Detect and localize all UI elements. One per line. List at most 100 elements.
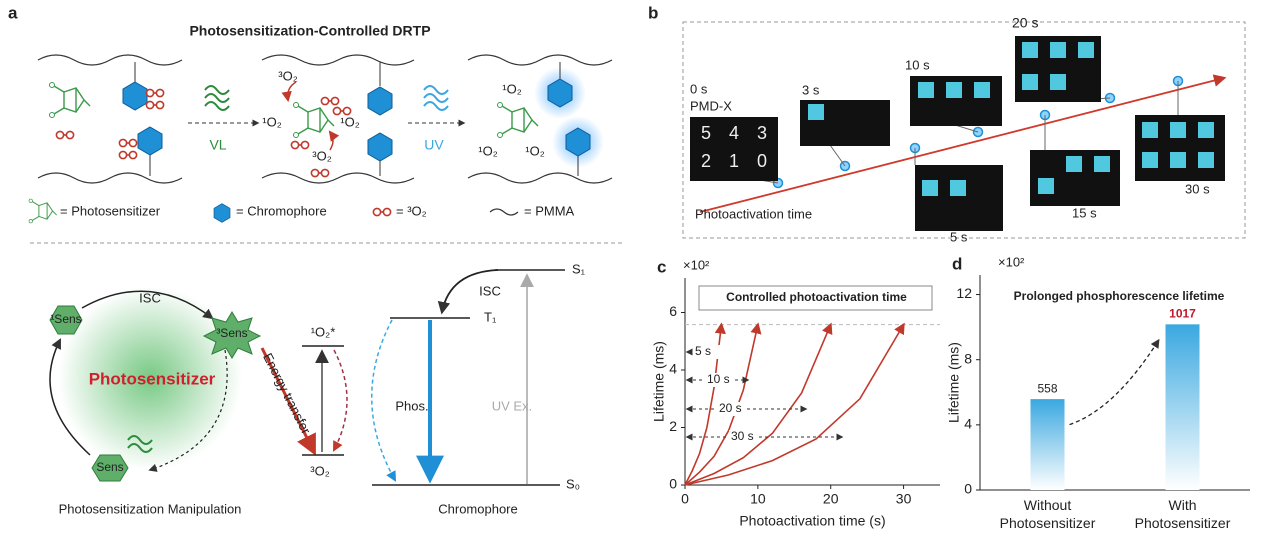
sens-ground: [91, 454, 129, 482]
caption: Chromophore: [438, 501, 518, 516]
panel-label: a: [8, 3, 18, 22]
oxygen: [291, 141, 308, 148]
sample-label: PMD-X: [690, 98, 732, 113]
process-label: Phos.: [395, 398, 428, 413]
y-axis-label: Lifetime (ms): [946, 342, 962, 423]
center-label: Photosensitizer: [89, 369, 216, 388]
emission-icon: [127, 435, 153, 453]
series-line: [684, 322, 905, 486]
arrow: [371, 319, 397, 482]
legend-label: = Photosensitizer: [60, 203, 161, 218]
arrow: [437, 269, 499, 315]
process-label: Energy transfer: [260, 351, 314, 438]
axis-multiplier: ×10²: [683, 257, 710, 272]
lit-pixel: [808, 104, 824, 120]
oxygen: [119, 151, 136, 158]
light-icon: [204, 85, 230, 111]
legend-icon: [489, 208, 519, 216]
legend: = Photosensitizer = Chromophore = ³O₂ = …: [28, 198, 575, 224]
series-label: 10 s: [707, 372, 730, 386]
panel-label: d: [952, 254, 962, 273]
oxygen: [311, 169, 328, 176]
oxygen-label: ¹O₂: [525, 143, 545, 158]
y-tick-label: 12: [956, 285, 972, 301]
legend-label: = PMMA: [524, 203, 575, 218]
sens-singlet: [49, 305, 83, 335]
panel-label: c: [657, 257, 666, 276]
legend-icon: [213, 203, 231, 223]
time-label: 5 s: [950, 229, 968, 244]
digit: 4: [729, 123, 739, 143]
series-label: 20 s: [719, 401, 742, 415]
polymer-chain: [467, 172, 613, 184]
axis-label: Photoactivation time: [695, 206, 812, 221]
y-tick-label: 4: [669, 361, 677, 377]
state-label: Sens: [96, 460, 123, 474]
time-axis: [699, 74, 1227, 213]
scene-3: ¹O₂ ¹O₂ ¹O₂: [467, 54, 613, 184]
value-label: 558: [1037, 381, 1057, 395]
chromophore: [368, 133, 392, 161]
transfer-arrow: [260, 347, 316, 456]
label-bg: [693, 345, 721, 359]
caption: Photosensitization Manipulation: [59, 501, 242, 516]
time-label: 3 s: [802, 82, 820, 97]
scene-2: ³O₂ ¹O₂ ¹O₂ ³O₂: [261, 54, 415, 184]
arrow: [328, 130, 340, 151]
step-label: UV: [424, 137, 444, 153]
digit: 1: [729, 151, 739, 171]
arrow: [81, 290, 214, 320]
x-axis-label: Photoactivation time (s): [739, 513, 885, 529]
polymer-chain: [261, 172, 415, 184]
process-label: ISC: [139, 290, 161, 305]
arrow: [49, 338, 91, 456]
step-vl: VL: [188, 85, 260, 153]
oxygen-label: ¹O₂: [502, 81, 522, 96]
x-tick-label: Without Photosensitizer: [1000, 497, 1096, 531]
state-label: S₁: [572, 261, 586, 276]
bar: [1165, 324, 1200, 490]
chart-title: Controlled photoactivation time: [726, 290, 907, 304]
oxygen-label: ³O₂: [278, 68, 298, 83]
x-tick-label: 20: [823, 491, 839, 507]
time-label: 20 s: [1012, 15, 1038, 31]
light-icon: [423, 85, 449, 111]
sample-image: [915, 165, 1003, 231]
mechanism: ¹Sens ³Sens Sens ISC Photosensitizer Ene…: [49, 261, 586, 516]
y-tick-label: 8: [964, 350, 972, 366]
trend-arrow: [1069, 338, 1160, 426]
chart-title: Prolonged phosphorescence lifetime: [1014, 289, 1225, 303]
photosensitizer: [498, 103, 539, 138]
value-label: 1017: [1169, 307, 1196, 321]
legend-icon: [28, 198, 58, 224]
digit: 0: [757, 151, 767, 171]
label-bg: [729, 430, 757, 444]
x-tick-label: 0: [681, 491, 689, 507]
time-label: 30 s: [1185, 181, 1210, 196]
time-label: 0 s: [690, 81, 708, 96]
photosensitizer: [294, 103, 335, 138]
polymer-chain: [467, 54, 613, 66]
panel-title: Photosensitization-Controlled DRTP: [189, 23, 430, 39]
state-label: T₁: [484, 309, 497, 324]
y-tick-label: 0: [669, 476, 677, 492]
x-tick-label: 30: [896, 491, 912, 507]
time-label: 10 s: [905, 57, 930, 72]
time-label: 15 s: [1072, 205, 1097, 220]
step-uv: UV: [408, 85, 466, 153]
legend-label: = Chromophore: [236, 203, 327, 218]
title-box: [698, 285, 933, 311]
process-label: ISC: [479, 283, 501, 298]
oxygen-label: ¹O₂: [262, 114, 282, 129]
y-tick-label: 6: [669, 303, 677, 319]
state-label: S₀: [566, 476, 580, 491]
sample-image: [690, 117, 778, 181]
chromophore: [368, 87, 392, 115]
arrow: [281, 81, 297, 103]
legend-icon: [373, 208, 390, 215]
scene-1: [37, 54, 183, 184]
label-bg: [717, 402, 745, 416]
images: [690, 36, 1225, 231]
frame: [682, 21, 1246, 239]
